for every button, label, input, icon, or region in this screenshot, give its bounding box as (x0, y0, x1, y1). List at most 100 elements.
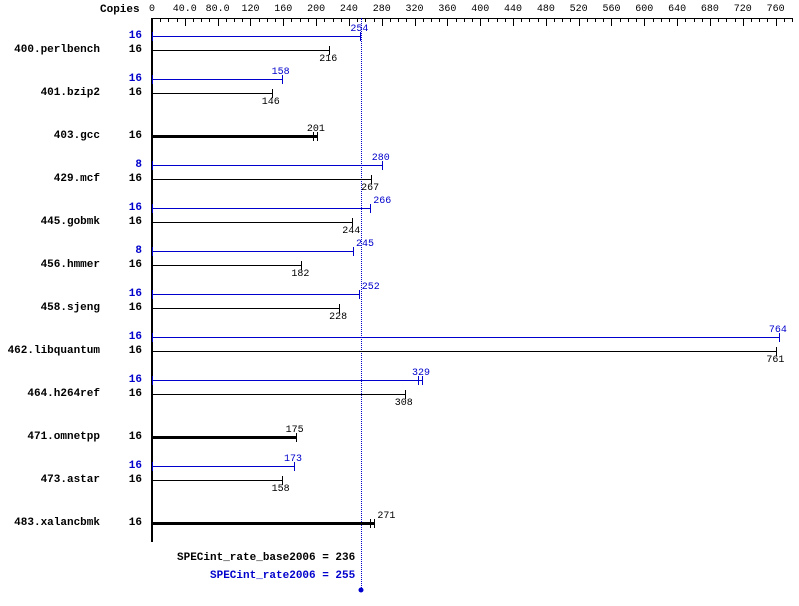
tick-minor (209, 18, 210, 22)
tick-minor (160, 18, 161, 22)
peak-bar (152, 208, 370, 209)
tick-minor (562, 18, 563, 22)
summary-base: SPECint_rate_base2006 = 236 (177, 552, 355, 564)
base-value: 158 (272, 484, 290, 495)
tick-major (415, 18, 416, 26)
tick-label: 520 (570, 4, 588, 15)
tick-label: 600 (635, 4, 653, 15)
tick-minor (456, 18, 457, 22)
tick-minor (472, 18, 473, 22)
base-bar-start (152, 218, 153, 227)
tick-major (546, 18, 547, 26)
tick-minor (193, 18, 194, 22)
benchmark-label: 473.astar (41, 474, 100, 486)
base-bar (152, 394, 405, 395)
tick-label: 200 (307, 4, 325, 15)
peak-bar-start (152, 161, 153, 170)
tick-major (480, 18, 481, 26)
peak-bar-end (359, 290, 360, 299)
tick-label: 280 (373, 4, 391, 15)
tick-minor (439, 18, 440, 22)
tick-minor (308, 18, 309, 22)
tick-major (579, 18, 580, 26)
peak-bar (152, 380, 422, 381)
summary-peak: SPECint_rate2006 = 255 (210, 570, 355, 582)
tick-minor (570, 18, 571, 22)
tick-major (382, 18, 383, 26)
tick-minor (661, 18, 662, 22)
base-bar-start (152, 261, 153, 270)
base-bar (152, 135, 317, 138)
peak-bar (152, 36, 360, 37)
tick-label: 240 (340, 4, 358, 15)
base-bar-start (152, 476, 153, 485)
base-bar-start (152, 519, 153, 528)
tick-label: 0 (149, 4, 155, 15)
peak-bar-start (152, 247, 153, 256)
tick-major (283, 18, 284, 26)
benchmark-label: 456.hmmer (41, 259, 100, 271)
peak-copies: 8 (122, 159, 142, 171)
peak-copies: 16 (122, 30, 142, 42)
benchmark-label: 458.sjeng (41, 302, 100, 314)
tick-label: 40.0 (173, 4, 197, 15)
peak-bar (152, 79, 282, 80)
tick-label: 120 (241, 4, 259, 15)
tick-minor (267, 18, 268, 22)
tick-minor (226, 18, 227, 22)
peak-copies: 16 (122, 331, 142, 343)
tick-minor (521, 18, 522, 22)
tick-minor (784, 18, 785, 22)
tick-minor (341, 18, 342, 22)
peak-value: 266 (373, 196, 391, 207)
tick-minor (488, 18, 489, 22)
base-value: 175 (286, 425, 304, 436)
copies-header: Copies (100, 4, 140, 16)
tick-major (677, 18, 678, 26)
tick-major (611, 18, 612, 26)
tick-major (250, 18, 251, 26)
tick-label: 400 (471, 4, 489, 15)
tick-minor (653, 18, 654, 22)
base-bar (152, 179, 371, 180)
peak-bar (152, 337, 779, 338)
base-copies: 16 (122, 302, 142, 314)
tick-label: 440 (504, 4, 522, 15)
base-bar-start (152, 132, 153, 141)
peak-value: 173 (284, 454, 302, 465)
tick-major (513, 18, 514, 26)
base-bar (152, 93, 272, 94)
tick-label: 480 (537, 4, 555, 15)
peak-bar-start (152, 204, 153, 213)
reference-line (361, 18, 362, 590)
peak-bar-start (152, 32, 153, 41)
base-bar (152, 436, 296, 439)
base-value: 244 (342, 226, 360, 237)
base-bar-start (152, 347, 153, 356)
tick-label: 80.0 (206, 4, 230, 15)
tick-label: 560 (602, 4, 620, 15)
base-bar (152, 50, 329, 51)
tick-minor (726, 18, 727, 22)
tick-minor (168, 18, 169, 22)
peak-copies: 16 (122, 73, 142, 85)
peak-bar-end (370, 204, 371, 213)
base-bar-start (152, 89, 153, 98)
reference-marker (359, 588, 364, 593)
tick-minor (423, 18, 424, 22)
peak-bar-end (353, 247, 354, 256)
peak-copies: 8 (122, 245, 142, 257)
tick-minor (398, 18, 399, 22)
base-value: 216 (319, 54, 337, 65)
tick-minor (300, 18, 301, 22)
base-copies: 16 (122, 216, 142, 228)
tick-label: 320 (406, 4, 424, 15)
tick-minor (464, 18, 465, 22)
peak-bar-start (152, 333, 153, 342)
tick-minor (390, 18, 391, 22)
tick-minor (529, 18, 530, 22)
base-bar-start (152, 46, 153, 55)
peak-value: 245 (356, 239, 374, 250)
tick-minor (538, 18, 539, 22)
peak-bar (152, 466, 294, 467)
